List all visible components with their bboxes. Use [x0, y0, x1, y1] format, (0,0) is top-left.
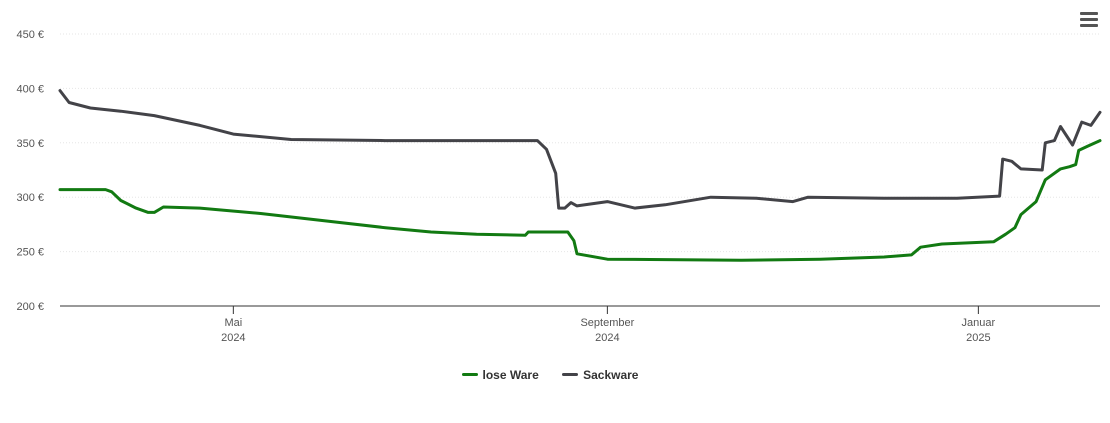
- x-tick-month-label: Januar: [962, 317, 996, 329]
- y-tick-label: 400 €: [16, 83, 44, 95]
- series-line-sackware[interactable]: [58, 89, 1102, 210]
- y-tick-label: 250 €: [16, 247, 44, 259]
- menu-bar: [1080, 24, 1098, 27]
- legend-item-sackware[interactable]: Sackware: [562, 368, 638, 382]
- legend-item-lose-ware[interactable]: lose Ware: [461, 367, 539, 382]
- series-lines: [58, 89, 1102, 262]
- y-tick-label: 300 €: [16, 192, 44, 204]
- x-tick-month-label: Mai: [224, 317, 242, 329]
- x-tick-month-label: September: [580, 317, 634, 329]
- y-axis-ticks: 200 € 250 € 300 € 350 € 400 € 450 €: [16, 29, 44, 313]
- x-tick-year-label: 2024: [221, 332, 245, 344]
- y-tick-label: 450 €: [16, 29, 44, 41]
- y-tick-label: 200 €: [16, 301, 44, 313]
- y-tick-label: 350 €: [16, 138, 44, 150]
- legend-label-lose-ware: lose Ware: [482, 367, 539, 382]
- series-line-lose-ware[interactable]: [58, 139, 1102, 262]
- menu-bar: [1080, 12, 1098, 15]
- legend-swatch-sackware: [562, 373, 579, 376]
- x-axis-ticks: Mai 2024 September 2024 Januar 2025: [221, 306, 996, 344]
- legend-label-sackware: Sackware: [583, 367, 639, 382]
- legend-swatch-lose-ware: [461, 373, 478, 376]
- chart-menu-icon[interactable]: [1078, 12, 1100, 32]
- line-chart: 200 € 250 € 300 € 350 € 400 € 450 € Mai 2024 Se…: [16, 29, 1102, 344]
- legend: lose Ware Sackware: [0, 365, 1100, 382]
- grid-lines: [60, 33, 1100, 253]
- x-tick-year-label: 2025: [966, 332, 990, 344]
- x-tick-year-label: 2024: [595, 332, 619, 344]
- menu-bar: [1080, 18, 1098, 21]
